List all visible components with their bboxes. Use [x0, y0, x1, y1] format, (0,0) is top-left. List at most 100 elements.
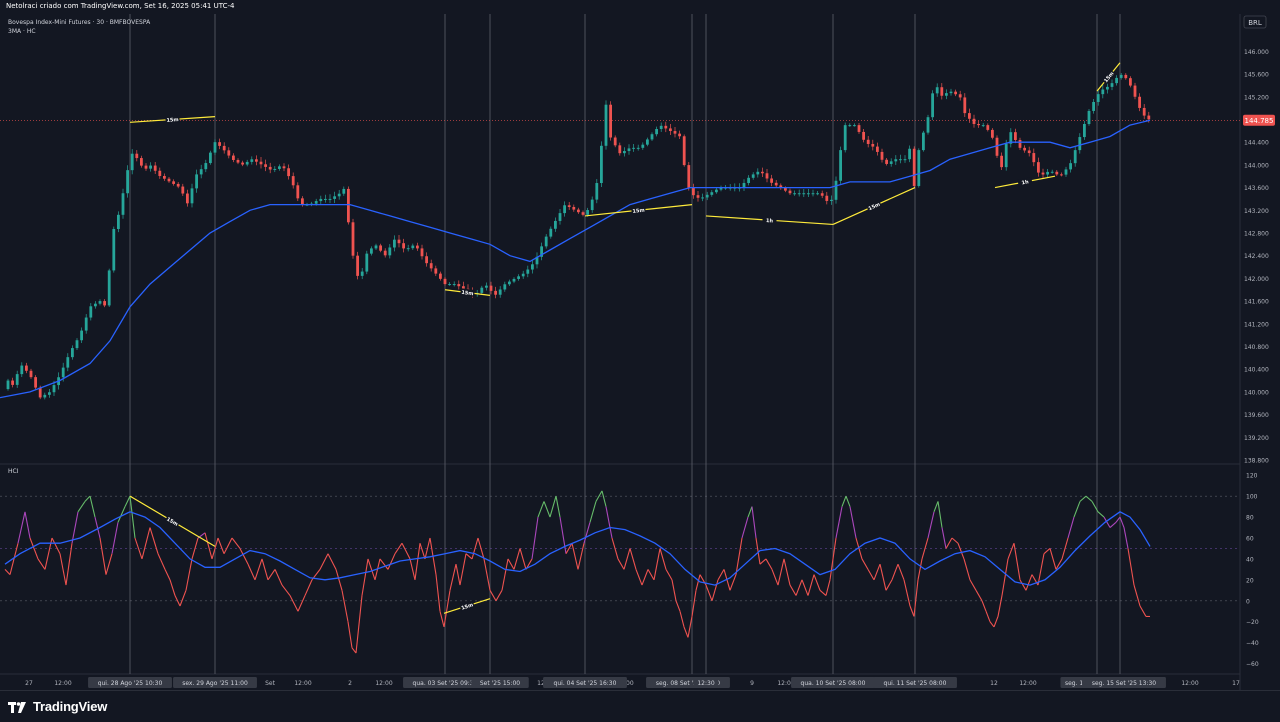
oscillator-axis[interactable]: 120 100 80 60 40 20 0 −20 −40 −60 [1246, 473, 1259, 668]
time-highlight-bg [791, 677, 875, 688]
symbol-legend[interactable]: Bovespa Index-Mini Futures · 30 · BMFBOV… [8, 19, 151, 26]
candle-body [581, 212, 585, 215]
candle-body [52, 385, 56, 393]
candle-body [586, 210, 589, 215]
hci-segment [455, 564, 461, 586]
hci-segment [37, 558, 46, 570]
trendline-label-group: 15m [460, 288, 475, 297]
hci-segment [777, 558, 785, 586]
candle-body [512, 278, 516, 282]
candle-body [991, 129, 994, 138]
currency-badge[interactable]: BRL [1243, 15, 1267, 29]
hci-segment [401, 542, 411, 560]
candle-body [434, 268, 438, 274]
candle-body [429, 263, 433, 269]
hci-segment [917, 558, 923, 580]
candle-body [107, 270, 111, 306]
hci-segment [605, 506, 613, 539]
moving-average-line [0, 119, 1151, 399]
price-tick-label: 146.000 [1244, 49, 1269, 56]
candle-body [1092, 101, 1095, 111]
hci-segment [571, 543, 579, 570]
candle-body [264, 164, 267, 167]
candle-body [1050, 171, 1054, 173]
hci-segment [387, 553, 396, 570]
hci-segment [595, 490, 603, 502]
hci-segment [913, 579, 919, 617]
candle-body [1023, 147, 1026, 151]
candle-body [393, 239, 396, 248]
candle-body [1129, 78, 1132, 86]
candle-body [117, 214, 120, 229]
candle-body [765, 173, 769, 179]
hci-segment [985, 611, 991, 622]
hci-segment [629, 548, 637, 570]
indicator-legend[interactable]: 3MA · HC [8, 28, 36, 35]
hci-segment [174, 595, 181, 607]
hci-segment [1091, 501, 1099, 513]
candle-body [370, 248, 373, 254]
candle-body [172, 181, 175, 184]
hci-segment [1133, 584, 1141, 607]
candle-body [590, 199, 594, 211]
hci-segment [795, 579, 803, 596]
chart-background [0, 14, 1280, 690]
chart-area[interactable]: 15m 15m 15m 1h 15m 1h 15m 15m 15m 146.000 145.60… [0, 14, 1280, 690]
time-tick-label: 12:00 [1181, 680, 1198, 687]
price-tick-label: 144.400 [1244, 140, 1269, 147]
hci-segment [543, 501, 551, 518]
hci-segment [134, 537, 143, 560]
candle-body [84, 317, 88, 331]
candle-body [899, 159, 902, 161]
candlestick-series [6, 73, 1151, 400]
time-highlight: qua. 03 Set '25 09:30 [403, 677, 487, 688]
hci-segment [755, 537, 761, 565]
candle-body [669, 128, 672, 132]
hci-segment [1139, 605, 1147, 617]
candle-body [843, 125, 847, 151]
time-axis[interactable]: 27 12:00 12:00 Set 12:00 2 12:00 12: 12:00 9 12:00… [25, 677, 1240, 688]
candle-body [144, 165, 148, 169]
time-tick-label: 9 [750, 680, 754, 687]
hci-segment [819, 589, 827, 596]
candle-body [968, 113, 971, 119]
candle-body [682, 136, 686, 166]
time-highlight: sex. 29 Ago '25 11:00 [173, 677, 257, 688]
hci-segment [1103, 516, 1111, 528]
candle-body [342, 188, 346, 194]
trendline-label-bg [1101, 69, 1116, 85]
hci-segment [261, 558, 269, 580]
trendline-label: 15m [461, 602, 474, 611]
candle-body [954, 91, 957, 95]
tradingview-logo[interactable]: TradingView [8, 699, 107, 714]
trendline-label-bg [164, 514, 181, 528]
candle-body [6, 380, 10, 390]
hci-segment [1119, 516, 1125, 528]
hci-segment [635, 569, 643, 586]
candle-body [636, 147, 640, 149]
time-highlight-label: sex. 29 Ago '25 11:00 [182, 680, 248, 687]
candle-body [779, 185, 783, 189]
candle-body [705, 194, 709, 198]
candle-body [416, 245, 419, 249]
trendline-label-bg [866, 199, 882, 213]
candle-body [374, 245, 378, 249]
candle-body [742, 183, 746, 188]
hci-segment [653, 548, 661, 580]
hci-legend[interactable]: HCI [8, 468, 19, 475]
hci-segment [577, 543, 585, 570]
hci-segment [1031, 574, 1039, 586]
hci-segment [435, 574, 441, 612]
candle-body [839, 150, 842, 181]
hci-segment [267, 569, 276, 581]
hci-segment [1013, 543, 1021, 580]
hci-segment [981, 600, 987, 612]
oscillator-tick-label: −60 [1246, 661, 1259, 668]
candle-body [664, 125, 668, 129]
time-tick-label: 27 [25, 680, 33, 687]
last-price-label: 144.785 [1245, 117, 1274, 125]
hci-segment [217, 537, 225, 554]
candle-body [885, 159, 888, 164]
hci-segment [513, 548, 521, 570]
